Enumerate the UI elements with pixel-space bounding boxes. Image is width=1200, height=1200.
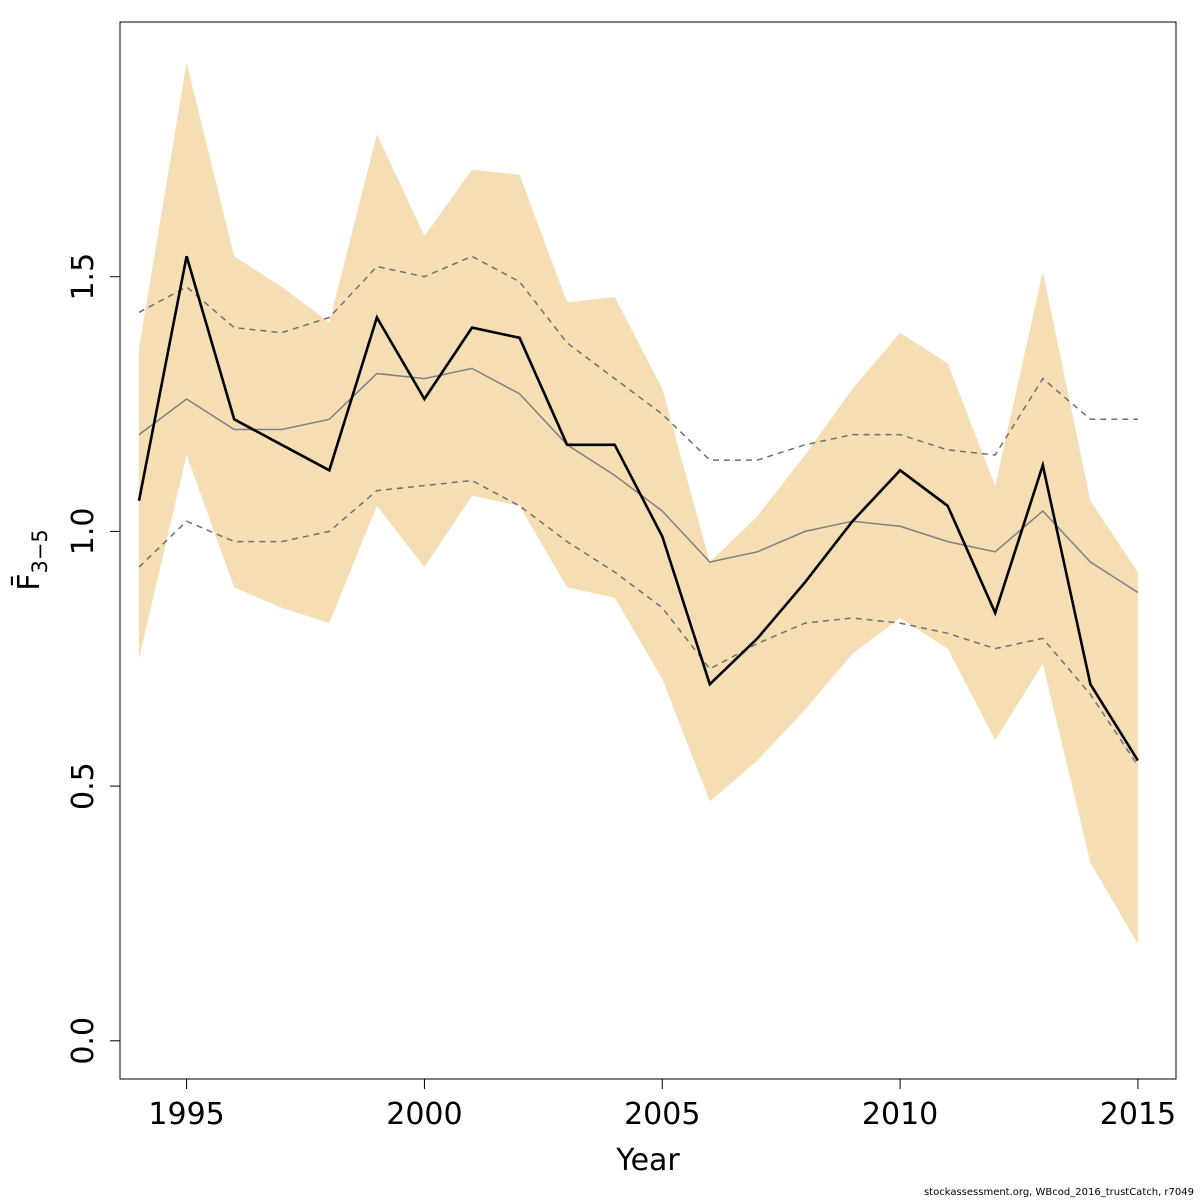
series-lines xyxy=(137,255,1140,767)
x-axis-title: Year xyxy=(615,1143,680,1178)
y-tick-label: 0.5 xyxy=(66,762,101,810)
y-axis-title: F̄3−5 xyxy=(11,529,52,591)
series-line-upper-dashed xyxy=(138,255,1138,461)
y-tick-label: 1.5 xyxy=(66,253,101,301)
confidence-band-area xyxy=(139,62,1138,945)
x-tick-label: 1995 xyxy=(148,1097,224,1132)
svg-text:F̄3−5: F̄3−5 xyxy=(11,529,52,591)
y-tick-label-group: 1.0 xyxy=(66,508,101,556)
y-tick-label-group: 0.0 xyxy=(66,1017,101,1065)
y-tick-label-group: 0.5 xyxy=(66,762,101,810)
series-line-lower-dashed xyxy=(138,479,1139,767)
y-axis-title-subscript: 3−5 xyxy=(28,529,52,573)
y-axis: 0.0 0.5 1.0 1.5 xyxy=(66,253,121,1065)
x-tick-label: 2000 xyxy=(386,1097,462,1132)
footer-credit: stockassessment.org, WBcod_2016_trustCat… xyxy=(923,1187,1194,1198)
x-tick-label: 2010 xyxy=(862,1097,938,1132)
confidence-band xyxy=(139,62,1138,945)
x-axis: 1995 2000 2005 2010 2015 xyxy=(148,1078,1176,1132)
x-tick-label: 2005 xyxy=(624,1097,700,1132)
series-line-estimate xyxy=(137,255,1140,762)
x-tick-label: 2015 xyxy=(1100,1097,1176,1132)
y-tick-label-group: 1.5 xyxy=(66,253,101,301)
y-tick-label: 1.0 xyxy=(66,508,101,556)
y-tick-label: 0.0 xyxy=(66,1017,101,1065)
y-axis-title-main: F̄ xyxy=(11,574,47,591)
